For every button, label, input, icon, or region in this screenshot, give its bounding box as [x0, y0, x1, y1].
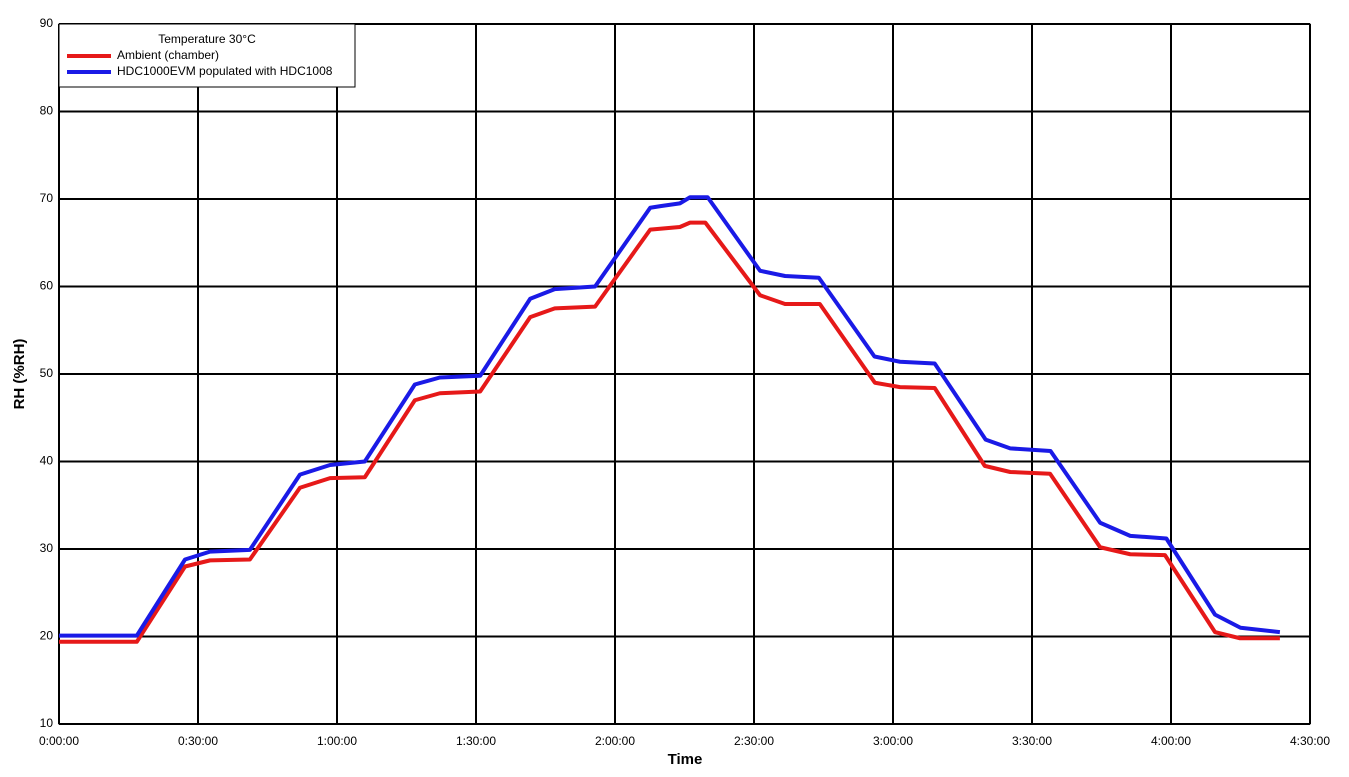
y-tick-label: 80 — [40, 104, 54, 118]
x-tick-label: 0:00:00 — [39, 734, 79, 748]
legend-label: Ambient (chamber) — [117, 48, 219, 62]
y-tick-label: 40 — [40, 454, 54, 468]
y-tick-label: 90 — [40, 16, 54, 30]
y-tick-label: 70 — [40, 191, 54, 205]
y-tick-label: 10 — [40, 716, 54, 730]
legend-title: Temperature 30°C — [158, 32, 256, 46]
x-tick-label: 3:00:00 — [873, 734, 913, 748]
x-tick-label: 1:30:00 — [456, 734, 496, 748]
y-tick-label: 50 — [40, 366, 54, 380]
y-tick-label: 60 — [40, 279, 54, 293]
x-tick-label: 2:30:00 — [734, 734, 774, 748]
y-tick-label: 20 — [40, 629, 54, 643]
x-tick-label: 0:30:00 — [178, 734, 218, 748]
x-tick-label: 4:00:00 — [1151, 734, 1191, 748]
legend-label: HDC1000EVM populated with HDC1008 — [117, 64, 333, 78]
data-line — [59, 195, 1281, 638]
x-tick-label: 3:30:00 — [1012, 734, 1052, 748]
data-line — [59, 220, 1280, 644]
x-tick-label: 4:30:00 — [1290, 734, 1330, 748]
x-tick-label: 1:00:00 — [317, 734, 357, 748]
x-axis-label: Time — [668, 751, 703, 768]
y-axis-label: RH (%RH) — [11, 339, 28, 410]
x-tick-label: 2:00:00 — [595, 734, 635, 748]
y-tick-label: 30 — [40, 541, 54, 555]
